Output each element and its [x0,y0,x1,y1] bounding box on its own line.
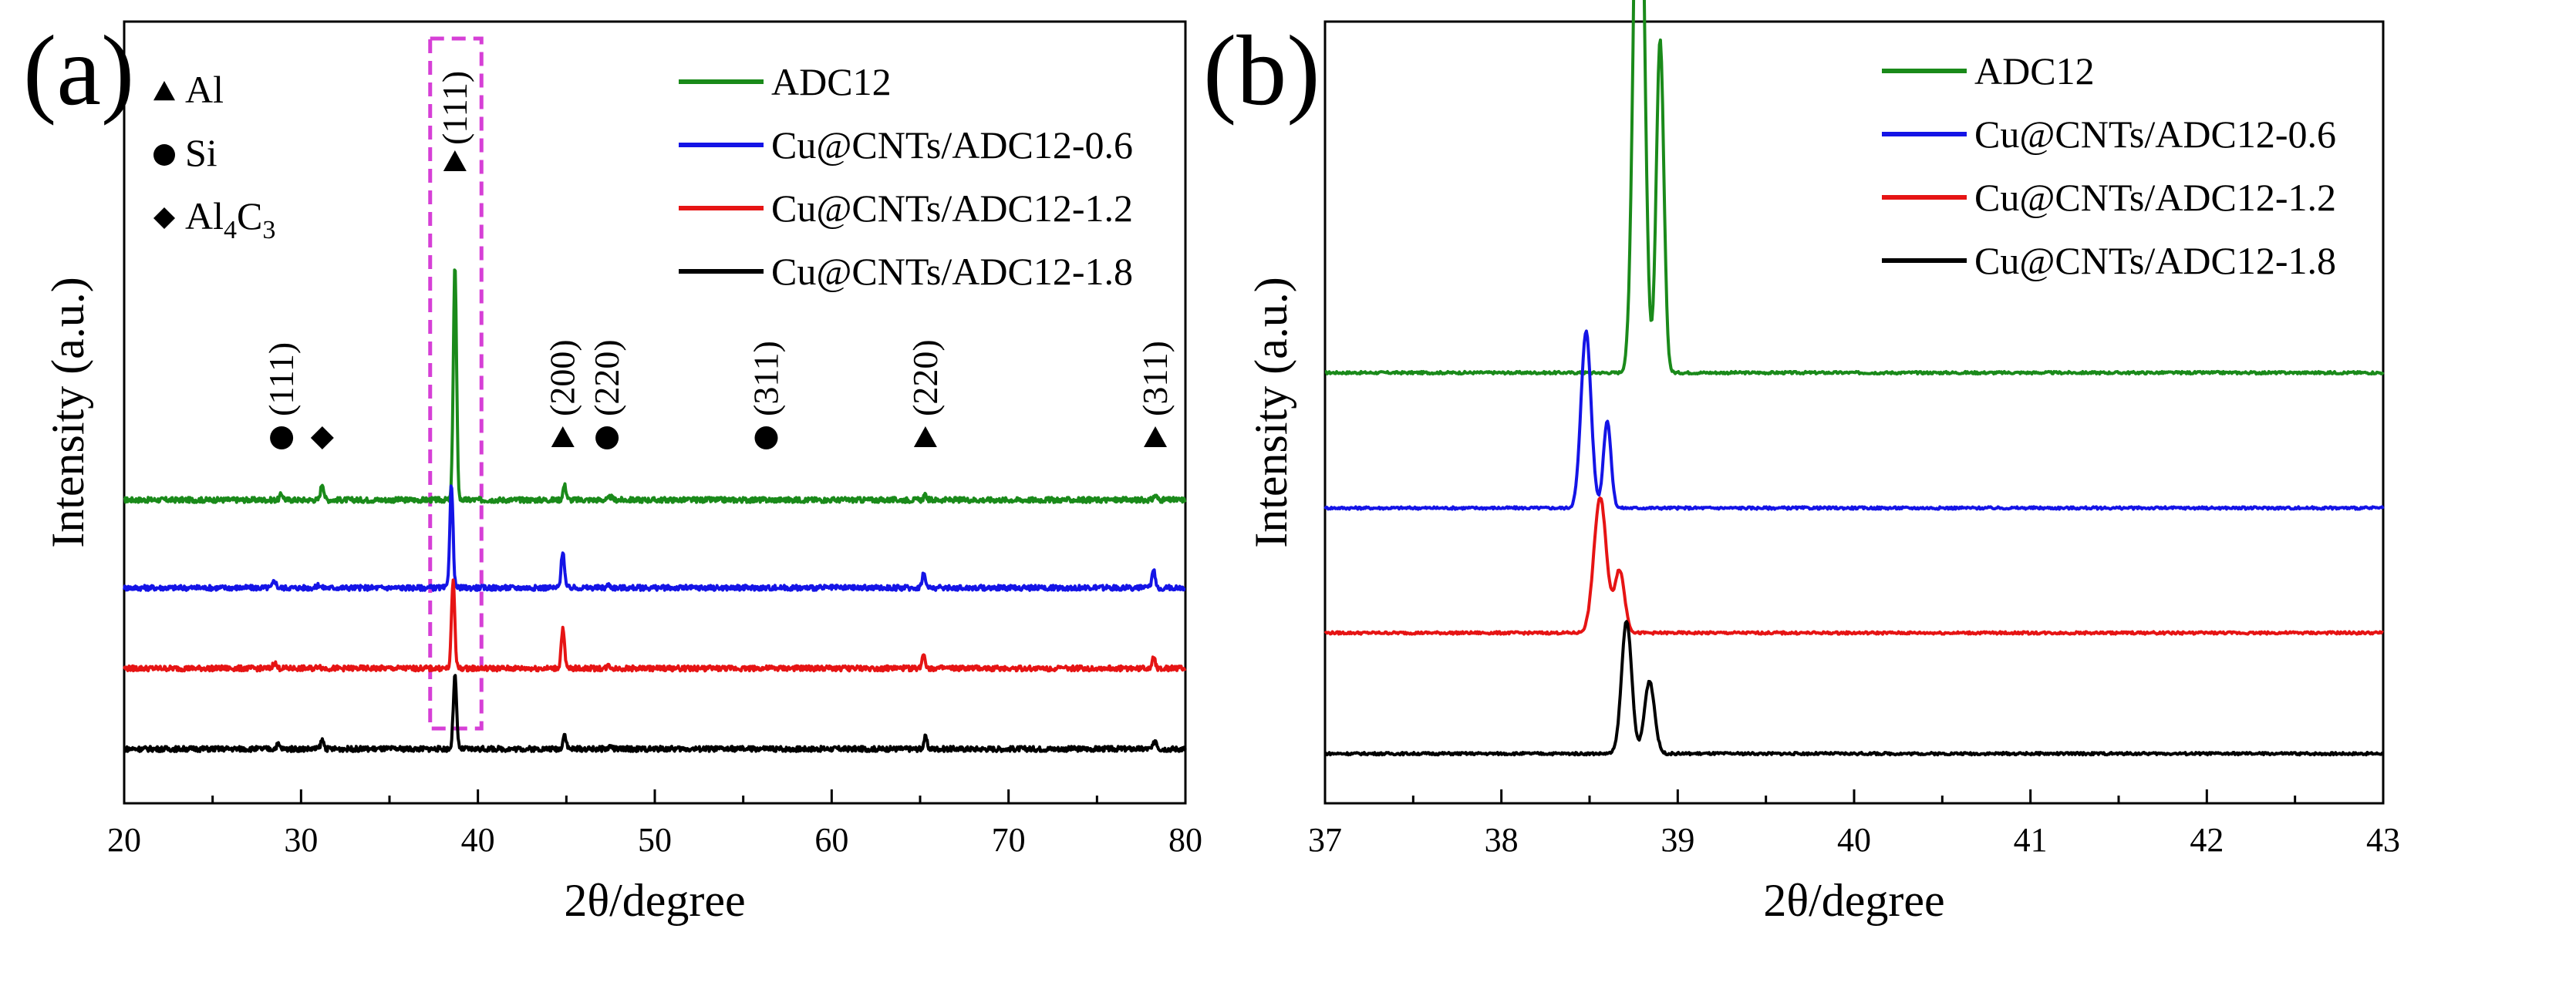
phase-legend-label: Al [185,68,224,111]
peak-label: (220) [587,339,626,416]
panel-a-series-cu-cnts-adc12-1-8 [123,674,1187,753]
panel-a-series-adc12 [123,268,1187,504]
peak-label: (311) [746,341,785,416]
panel-b-legend: ADC12 Cu@CNTs/ADC12-0.6 Cu@CNTs/ADC12-1.2 C… [1882,49,2336,282]
peak-label: (111) [261,342,301,416]
panel-a-x-tick-label: 30 [284,821,318,859]
peak-circle-marker [754,426,778,449]
peak-label: (311) [1135,341,1175,416]
panel-a-x-tick-label: 50 [638,821,672,859]
peak-label: (111) [435,71,474,145]
peak-diamond-marker [310,426,334,449]
panel-b-legend-label: Cu@CNTs/ADC12-1.2 [1974,176,2336,219]
panel-b: (b) 37 38 39 40 41 42 43 ADC12 Cu@CNTs/ADC12-0.… [1203,0,2400,926]
phase-legend-label: Al4C3 [185,194,275,244]
panel-b-x-axis: 37 38 39 40 41 42 43 [1308,789,2400,859]
panel-a-series [123,268,1187,753]
peak-triangle-marker [913,426,937,447]
panel-b-series-cu-cnts-adc12-1-8 [1324,620,2385,757]
peak-triangle-marker [1144,426,1168,447]
panel-a-x-tick-label: 20 [107,821,141,859]
panel-a-highlight-box [428,36,484,731]
panel-b-series-adc12 [1324,0,2385,376]
panel-a-series-cu-cnts-adc12-0-6 [123,484,1187,592]
peak-label: (200) [543,339,582,416]
panel-a-legend-label: ADC12 [771,60,892,103]
panel-b-x-tick-label: 41 [2014,821,2048,859]
panel-b-x-axis-label: 2θ/degree [1763,875,1944,926]
panel-a-legend-label: Cu@CNTs/ADC12-0.6 [771,123,1133,167]
panel-a-legend-label: Cu@CNTs/ADC12-1.2 [771,187,1133,230]
panel-b-x-tick-label: 39 [1661,821,1694,859]
panel-a-peak-labels: (111)(111) (200) (220) (311) (220) (311) [261,71,1175,449]
peak-label: (220) [905,339,945,416]
peak-circle-marker [595,426,619,449]
panel-b-label: (b) [1203,15,1320,126]
panel-b-x-tick-label: 40 [1837,821,1871,859]
panel-a-series-cu-cnts-adc12-1-2 [123,578,1187,673]
peak-circle-marker [270,426,294,449]
panel-b-x-tick-label: 42 [2190,821,2224,859]
panel-b-series-cu-cnts-adc12-1-2 [1323,496,2384,636]
peak-triangle-marker [443,150,467,171]
panel-a-label: (a) [23,15,134,126]
panel-b-x-tick-label: 38 [1485,821,1519,859]
phase-legend-label: Si [185,131,217,174]
panel-a-y-axis-label: Intensity (a.u.) [42,277,93,548]
panel-a-x-tick-label: 60 [814,821,848,859]
phase-circle-icon [153,144,175,166]
panel-a-legend: ADC12 Cu@CNTs/ADC12-0.6 Cu@CNTs/ADC12-1.2 C… [679,60,1133,293]
highlight-rect [428,36,484,731]
phase-triangle-icon [153,81,175,101]
panel-b-x-tick-label: 37 [1308,821,1342,859]
panel-b-x-tick-label: 43 [2366,821,2400,859]
panel-b-series-cu-cnts-adc12-0-6 [1323,329,2385,511]
panel-a: (a) 20 30 40 50 60 70 80 (111)(111) (200) (220)(… [23,15,1202,926]
panel-b-legend-label: Cu@CNTs/ADC12-1.8 [1974,239,2336,282]
panel-a-phase-legend: Al Si Al4C3 [153,68,275,244]
panel-b-y-axis-label: Intensity (a.u.) [1246,277,1296,548]
panel-b-legend-label: Cu@CNTs/ADC12-0.6 [1974,113,2336,156]
panel-a-x-tick-label: 80 [1168,821,1202,859]
panel-b-legend-label: ADC12 [1974,49,2095,93]
panel-a-x-tick-label: 70 [992,821,1026,859]
panel-a-x-axis: 20 30 40 50 60 70 80 [107,789,1202,859]
phase-diamond-icon [153,207,175,229]
panel-a-legend-label: Cu@CNTs/ADC12-1.8 [771,250,1133,293]
panel-a-x-tick-label: 40 [461,821,495,859]
peak-triangle-marker [551,426,575,447]
panel-b-series [1323,0,2385,757]
panel-a-x-axis-label: 2θ/degree [564,875,745,926]
